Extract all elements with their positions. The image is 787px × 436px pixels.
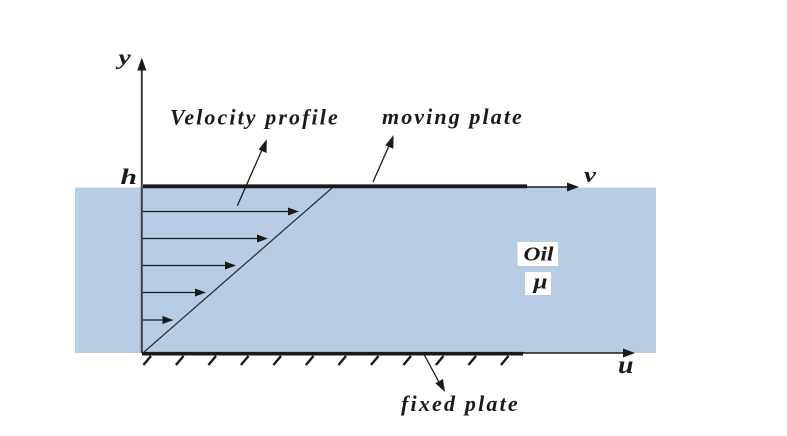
svg-text:moving plate: moving plate <box>382 104 524 129</box>
svg-text:Oil: Oil <box>524 244 555 266</box>
svg-text:h: h <box>121 164 138 189</box>
svg-text:fixed plate: fixed plate <box>401 391 520 416</box>
svg-text:u: u <box>618 352 634 379</box>
svg-text:Velocity profile: Velocity profile <box>170 105 340 130</box>
svg-text:v: v <box>584 162 596 187</box>
svg-text:μ: μ <box>532 269 547 294</box>
svg-text:y: y <box>115 45 131 70</box>
